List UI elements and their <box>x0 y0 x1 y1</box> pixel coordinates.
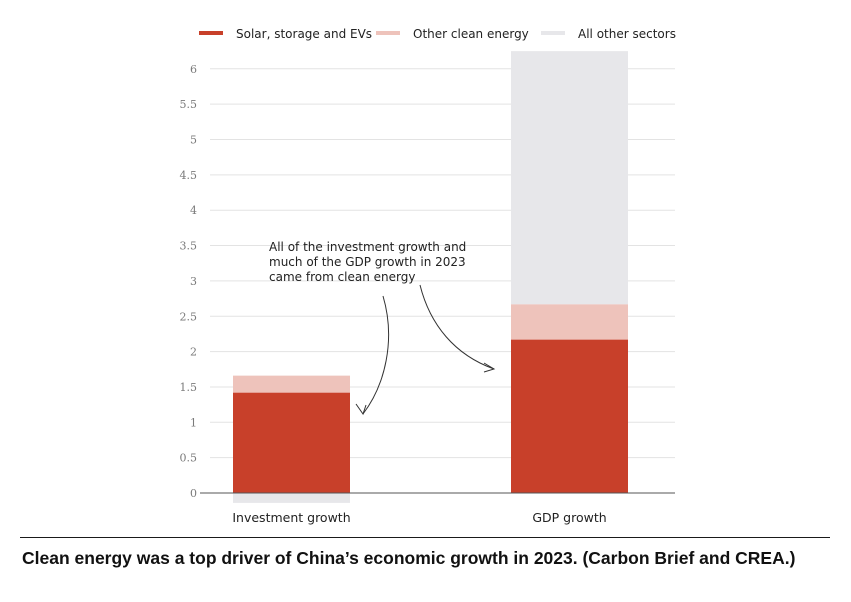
y-tick-label: 2 <box>190 346 197 359</box>
bar-segment <box>233 375 350 393</box>
bar-segment <box>233 493 350 503</box>
y-tick-label: 4.5 <box>180 169 198 182</box>
annotation-arrowhead-gdp <box>483 362 496 373</box>
annotation: All of the investment growth and much of… <box>269 240 496 416</box>
legend-swatch <box>199 31 223 35</box>
x-axis: Investment growth GDP growth <box>232 510 606 525</box>
caption-divider <box>20 537 830 538</box>
legend-swatch <box>541 31 565 35</box>
annotation-line-2: much of the GDP growth in 2023 <box>269 255 466 269</box>
y-axis: 0 0.5 1 1.5 2 2.5 3 3.5 4 4.5 5 5.5 6 <box>180 63 198 500</box>
y-tick-label: 6 <box>190 63 197 76</box>
chart-legend: Solar, storage and EVs Other clean energy… <box>199 27 676 41</box>
y-tick-label: 4 <box>190 204 197 217</box>
bar-segment <box>511 304 628 340</box>
x-tick-label: GDP growth <box>532 510 606 525</box>
y-tick-label: 5 <box>190 134 197 147</box>
annotation-arrowhead-investment <box>355 403 367 416</box>
bar-segment <box>511 51 628 305</box>
annotation-line-3: came from clean energy <box>269 270 415 284</box>
legend-label: All other sectors <box>578 27 676 41</box>
y-tick-label: 0.5 <box>180 452 198 465</box>
y-tick-label: 5.5 <box>180 98 198 111</box>
y-tick-label: 0 <box>190 487 197 500</box>
legend-label: Other clean energy <box>413 27 529 41</box>
annotation-arrow-gdp <box>419 284 495 370</box>
y-tick-label: 2.5 <box>180 310 198 323</box>
y-tick-label: 1 <box>190 416 197 429</box>
stacked-bar-chart: Solar, storage and EVs Other clean energy… <box>180 27 676 525</box>
x-tick-label: Investment growth <box>232 510 350 525</box>
bars <box>233 51 628 503</box>
bar-segment <box>511 339 628 493</box>
y-tick-label: 3.5 <box>180 240 198 253</box>
bar-segment <box>233 392 350 493</box>
annotation-arrow-investment <box>362 295 389 415</box>
y-tick-label: 3 <box>190 275 197 288</box>
figure-caption: Clean energy was a top driver of China’s… <box>22 548 796 568</box>
y-tick-label: 1.5 <box>180 381 198 394</box>
legend-swatch <box>376 31 400 35</box>
annotation-line-1: All of the investment growth and <box>269 240 466 254</box>
legend-label: Solar, storage and EVs <box>236 27 372 41</box>
